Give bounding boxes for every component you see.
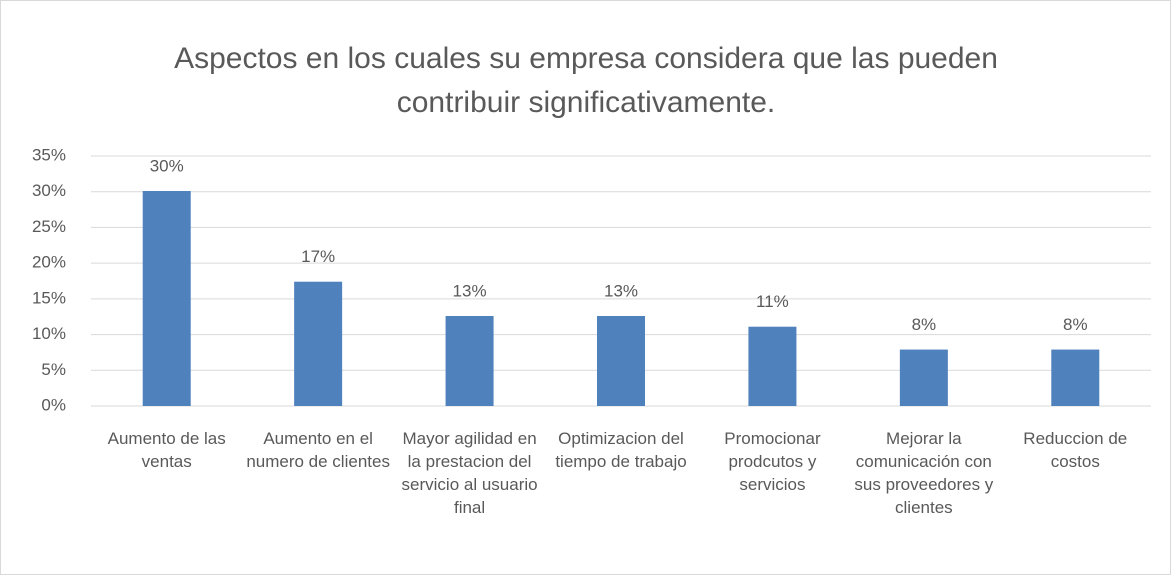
y-tick-label: 35% [32, 145, 66, 164]
x-tick-label: Promocionar prodcutos y servicios [724, 429, 821, 494]
x-tick-label: Aumento en el numero de clientes [246, 429, 390, 471]
y-tick-label: 20% [32, 253, 66, 272]
bar [899, 349, 948, 406]
data-label: 8% [912, 315, 937, 334]
x-tick-label: Optimizacion del tiempo de trabajo [555, 429, 687, 471]
x-tick-label: Reduccion de costos [1023, 429, 1128, 471]
data-label: 13% [604, 281, 638, 300]
data-label: 11% [756, 292, 789, 311]
y-tick-label: 25% [32, 217, 66, 236]
bar [597, 316, 645, 406]
bar [748, 326, 797, 406]
data-label: 13% [453, 281, 487, 300]
y-tick-label: 5% [41, 360, 66, 379]
x-tick-label: Aumento de las ventas [107, 429, 226, 471]
y-tick-label: 30% [32, 181, 66, 200]
x-tick-label: Mayor agilidad en la prestacion del serv… [401, 429, 538, 517]
chart-title: Aspectos en los cuales su empresa consid… [174, 42, 998, 119]
y-tick-label: 15% [32, 288, 66, 307]
y-tick-label: 0% [41, 395, 66, 414]
y-tick-label: 10% [32, 324, 66, 343]
x-tick-label: Mejorar la comunicación con sus proveedo… [854, 429, 994, 517]
data-label: 8% [1063, 315, 1088, 334]
data-label: 30% [150, 156, 184, 175]
bar [294, 281, 343, 406]
data-label: 17% [301, 247, 335, 266]
bar [1051, 349, 1100, 406]
bar [142, 191, 191, 406]
bar [445, 316, 494, 406]
